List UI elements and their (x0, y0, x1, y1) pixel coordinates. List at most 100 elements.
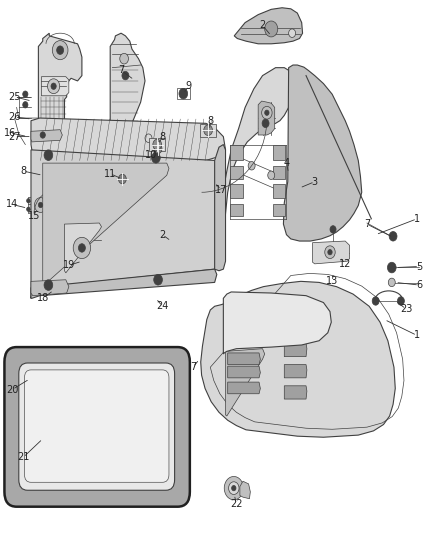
Circle shape (47, 79, 60, 94)
Text: 3: 3 (312, 176, 318, 187)
Polygon shape (283, 65, 362, 241)
Text: 6: 6 (416, 280, 422, 290)
Circle shape (389, 278, 395, 287)
Polygon shape (313, 241, 350, 264)
Circle shape (44, 280, 53, 290)
Circle shape (51, 83, 56, 90)
Circle shape (204, 125, 212, 135)
Circle shape (289, 29, 296, 37)
Circle shape (120, 53, 128, 64)
Polygon shape (234, 8, 303, 44)
Polygon shape (284, 322, 307, 335)
Polygon shape (42, 77, 69, 96)
Text: 10: 10 (145, 150, 158, 160)
Circle shape (325, 246, 335, 259)
FancyBboxPatch shape (25, 370, 169, 482)
Text: 2: 2 (159, 230, 166, 240)
Polygon shape (240, 481, 251, 499)
Circle shape (27, 199, 30, 203)
Polygon shape (230, 205, 243, 216)
Text: 15: 15 (28, 211, 40, 221)
Circle shape (262, 119, 269, 127)
Polygon shape (230, 166, 243, 179)
Polygon shape (284, 365, 307, 378)
Polygon shape (31, 280, 69, 296)
Polygon shape (223, 292, 331, 354)
Polygon shape (230, 144, 243, 160)
Polygon shape (226, 349, 265, 416)
Circle shape (372, 297, 379, 305)
Circle shape (39, 203, 43, 208)
Circle shape (78, 244, 85, 252)
Text: 23: 23 (400, 304, 412, 314)
Polygon shape (273, 184, 285, 198)
Text: 19: 19 (63, 261, 75, 270)
Circle shape (154, 274, 162, 285)
Circle shape (73, 237, 91, 259)
Circle shape (265, 21, 278, 37)
Polygon shape (64, 223, 102, 273)
Polygon shape (43, 163, 169, 285)
Polygon shape (221, 68, 291, 237)
Text: 27: 27 (8, 132, 21, 142)
Text: 26: 26 (8, 112, 21, 122)
Text: 18: 18 (37, 293, 49, 303)
Polygon shape (31, 118, 226, 163)
Circle shape (328, 249, 332, 255)
Text: 16: 16 (4, 128, 16, 138)
Circle shape (389, 231, 397, 241)
Polygon shape (228, 366, 260, 378)
Circle shape (330, 225, 336, 233)
Circle shape (229, 482, 239, 495)
Polygon shape (284, 304, 307, 317)
Polygon shape (230, 184, 243, 198)
Circle shape (153, 139, 162, 150)
Text: 1: 1 (414, 214, 420, 224)
Text: 7: 7 (190, 362, 196, 372)
Circle shape (27, 207, 30, 212)
Text: 22: 22 (230, 499, 243, 509)
Polygon shape (110, 33, 145, 192)
Circle shape (265, 110, 269, 115)
Text: 9: 9 (185, 81, 191, 91)
Circle shape (232, 486, 236, 491)
Circle shape (154, 144, 162, 154)
Polygon shape (31, 130, 62, 142)
Polygon shape (258, 101, 275, 135)
Circle shape (40, 132, 46, 138)
Text: 4: 4 (283, 158, 290, 168)
Text: 14: 14 (6, 199, 18, 209)
Text: 2: 2 (259, 20, 266, 30)
Text: 25: 25 (8, 92, 21, 102)
Polygon shape (200, 124, 216, 136)
Circle shape (35, 198, 47, 213)
FancyBboxPatch shape (19, 363, 175, 490)
Circle shape (388, 262, 396, 273)
Text: 1: 1 (414, 330, 420, 341)
Circle shape (268, 171, 275, 180)
Text: 7: 7 (118, 66, 124, 75)
Polygon shape (228, 353, 260, 365)
Polygon shape (273, 205, 285, 216)
Circle shape (179, 88, 187, 99)
Circle shape (23, 91, 28, 98)
Text: 8: 8 (207, 116, 213, 126)
Circle shape (122, 71, 129, 80)
Circle shape (57, 46, 64, 54)
Circle shape (145, 134, 152, 142)
Polygon shape (284, 343, 307, 357)
Polygon shape (284, 386, 307, 399)
Polygon shape (31, 150, 219, 298)
Text: 21: 21 (17, 453, 29, 463)
Circle shape (224, 477, 244, 500)
Text: 8: 8 (159, 132, 166, 142)
Text: 12: 12 (339, 259, 351, 269)
Text: 13: 13 (326, 276, 338, 286)
Text: 7: 7 (364, 219, 370, 229)
Polygon shape (135, 130, 156, 150)
Text: 17: 17 (215, 184, 227, 195)
FancyBboxPatch shape (4, 347, 190, 507)
Polygon shape (201, 281, 395, 437)
Circle shape (261, 107, 272, 119)
Polygon shape (228, 382, 260, 394)
